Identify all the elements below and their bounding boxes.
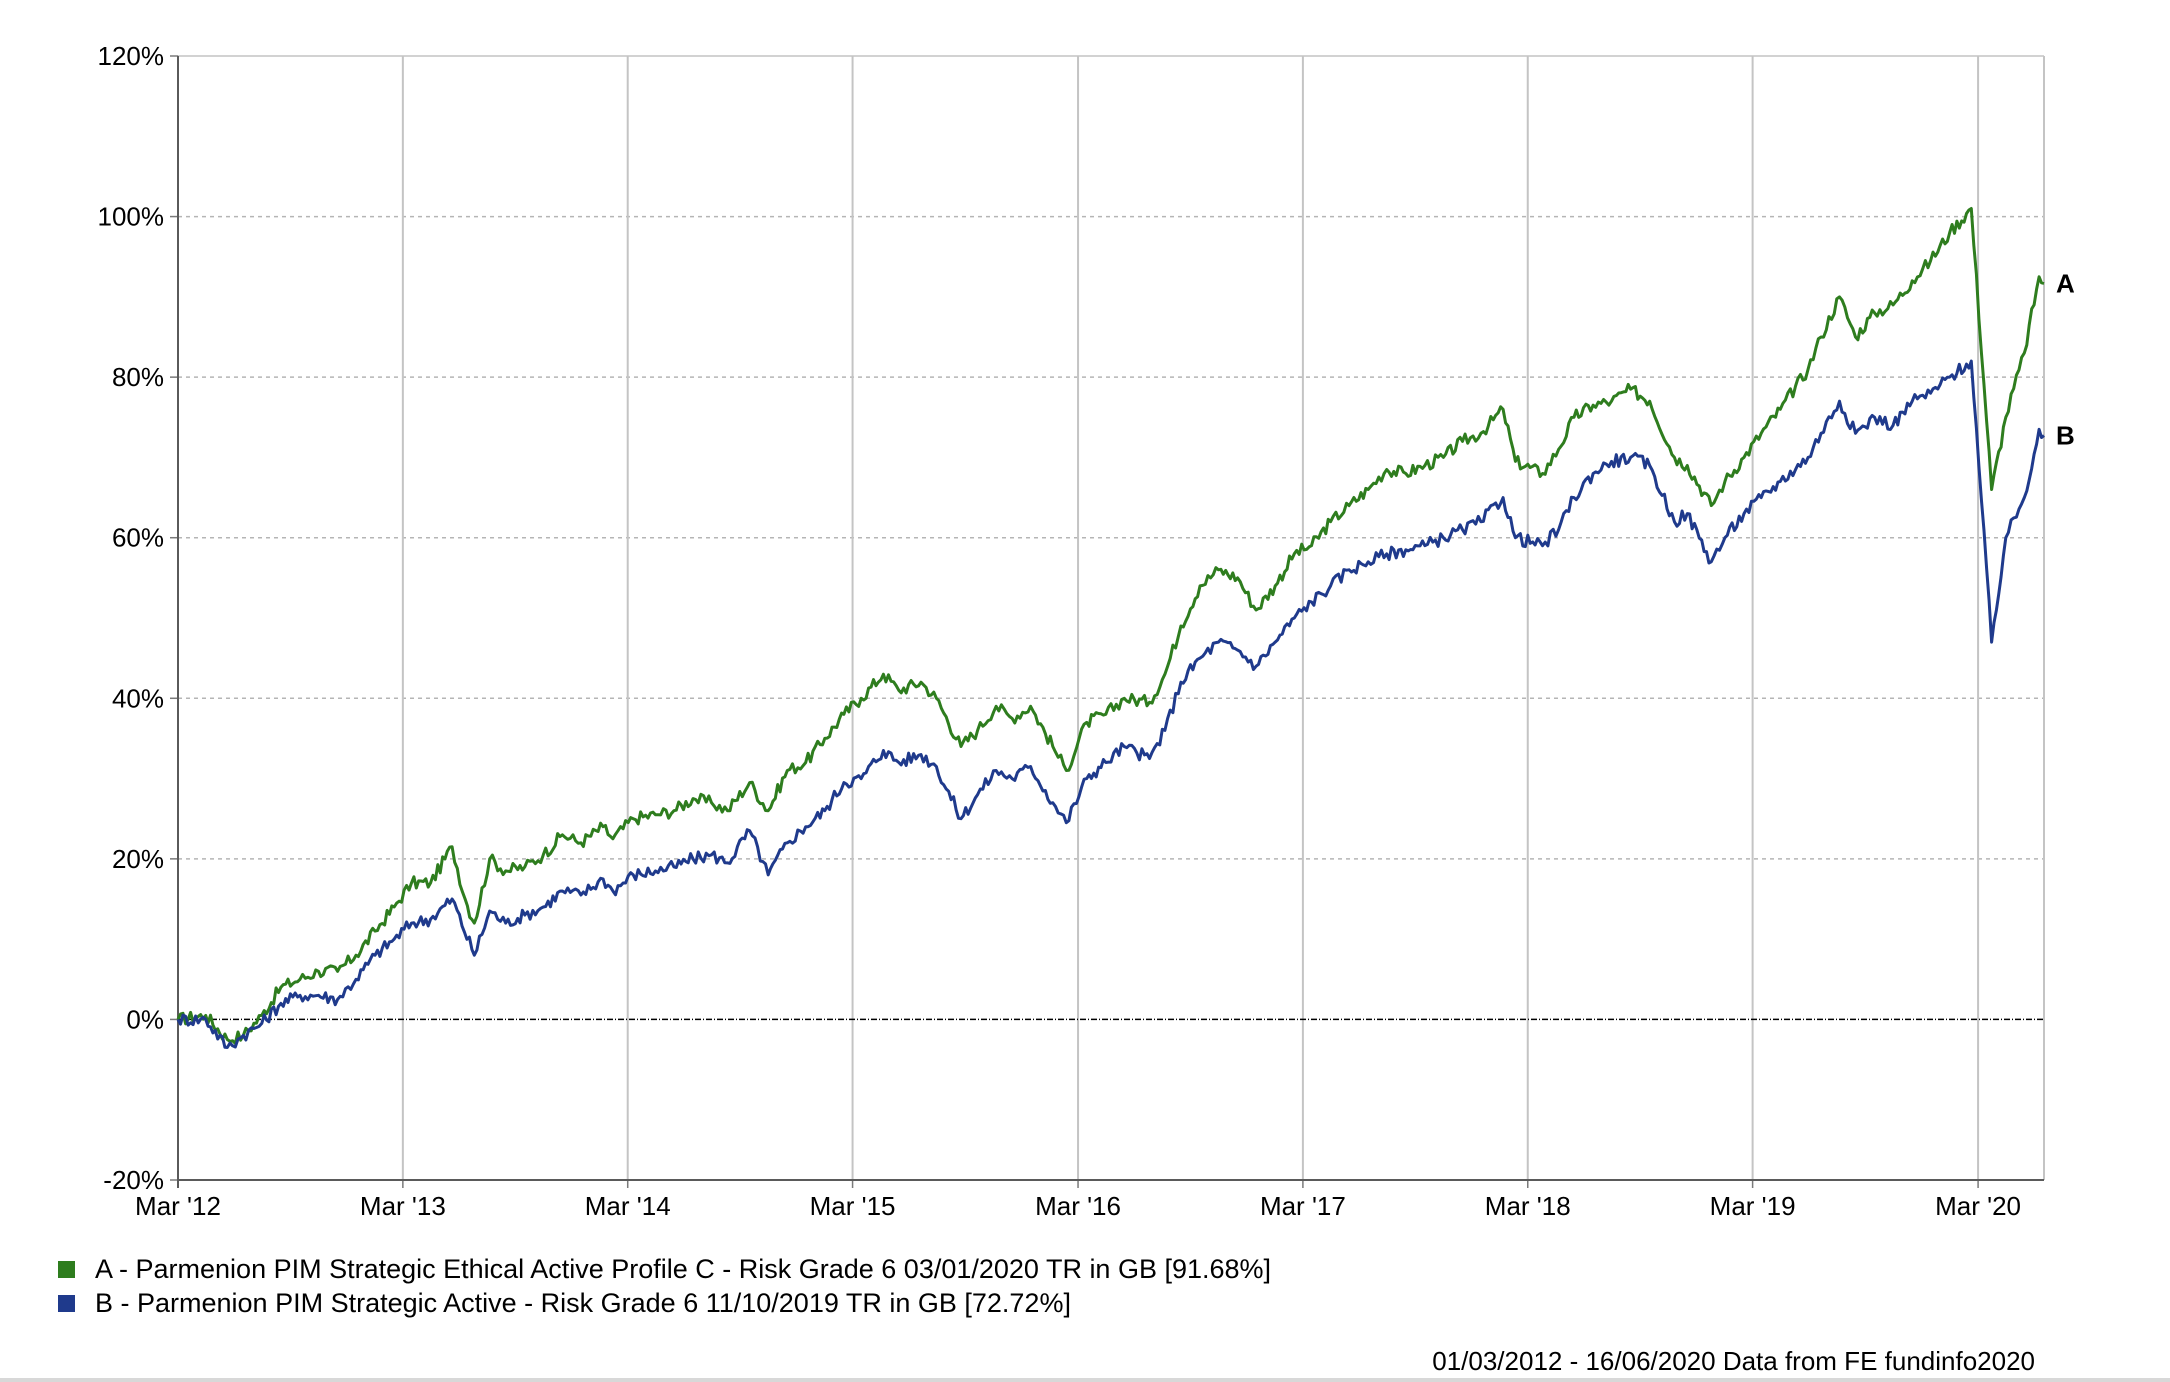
x-tick-label: Mar '14 [585, 1191, 671, 1221]
y-tick-label: 80% [112, 362, 164, 392]
x-tick-label: Mar '18 [1485, 1191, 1571, 1221]
x-tick-label: Mar '16 [1035, 1191, 1121, 1221]
legend-label-b: B - Parmenion PIM Strategic Active - Ris… [95, 1288, 1071, 1318]
y-tick-label: 120% [98, 41, 165, 71]
y-tick-label: 20% [112, 844, 164, 874]
legend-item-b: B - Parmenion PIM Strategic Active - Ris… [58, 1286, 1271, 1320]
y-tick-label: 0% [126, 1004, 164, 1034]
x-tick-label: Mar '13 [360, 1191, 446, 1221]
x-tick-label: Mar '17 [1260, 1191, 1346, 1221]
x-tick-label: Mar '12 [135, 1191, 221, 1221]
x-tick-label: Mar '19 [1710, 1191, 1796, 1221]
legend: A - Parmenion PIM Strategic Ethical Acti… [58, 1252, 1271, 1320]
x-tick-label: Mar '15 [810, 1191, 896, 1221]
y-tick-label: -20% [103, 1165, 164, 1195]
y-tick-label: 60% [112, 523, 164, 553]
axes [170, 55, 2045, 1188]
legend-item-a: A - Parmenion PIM Strategic Ethical Acti… [58, 1252, 1271, 1286]
series-end-label-a: A [2056, 268, 2075, 298]
series-lines [176, 207, 2045, 1049]
y-tick-label: 40% [112, 683, 164, 713]
y-tick-label: 100% [98, 202, 165, 232]
series-end-label-b: B [2056, 421, 2075, 451]
bottom-divider [0, 1378, 2170, 1382]
x-tick-label: Mar '20 [1935, 1191, 2021, 1221]
legend-label-a: A - Parmenion PIM Strategic Ethical Acti… [95, 1254, 1272, 1284]
tick-labels: 120% 100% 80% 60% 40% 20% 0% -20%Mar '12 Mar '13… [98, 41, 2076, 1221]
data-source-note: 01/03/2012 - 16/06/2020 Data from FE fun… [1432, 1346, 2035, 1376]
series-line-a [176, 207, 2045, 1045]
legend-swatch-b [58, 1294, 75, 1312]
grid-lines [178, 56, 2044, 1180]
series-line-b [176, 359, 2045, 1049]
legend-swatch-a [58, 1260, 75, 1278]
plot-area [178, 56, 2044, 1180]
